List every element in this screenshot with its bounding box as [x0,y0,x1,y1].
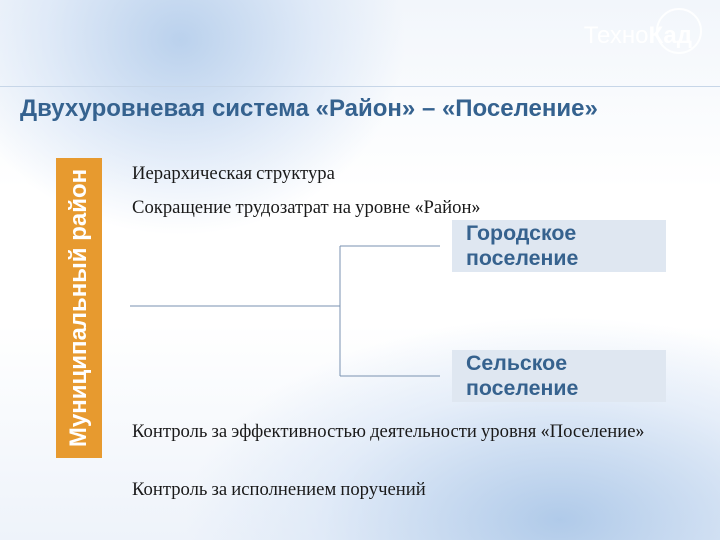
title-area: Двухуровневая система «Район» – «Поселен… [0,86,720,123]
settlement-box-rural: Сельское поселение [452,350,666,402]
hierarchy-connectors [130,216,450,416]
settlement-box-urban: Городское поселение [452,220,666,272]
logo-text: ТехноКад [584,22,692,50]
vertical-band-label: Муниципальный район [65,169,93,447]
logo-text-bold: Кад [648,22,692,49]
vertical-band: Муниципальный район [56,158,102,458]
title-rule [0,86,720,87]
body-line-3: Контроль за эффективностью деятельности … [132,420,672,443]
body-line-4: Контроль за исполнением поручений [132,478,426,501]
brand-logo: ТехноКад [584,22,692,50]
logo-text-thin: Техно [584,22,649,49]
body-line-1: Иерархическая структура [132,162,335,185]
slide-title: Двухуровневая система «Район» – «Поселен… [0,95,720,123]
